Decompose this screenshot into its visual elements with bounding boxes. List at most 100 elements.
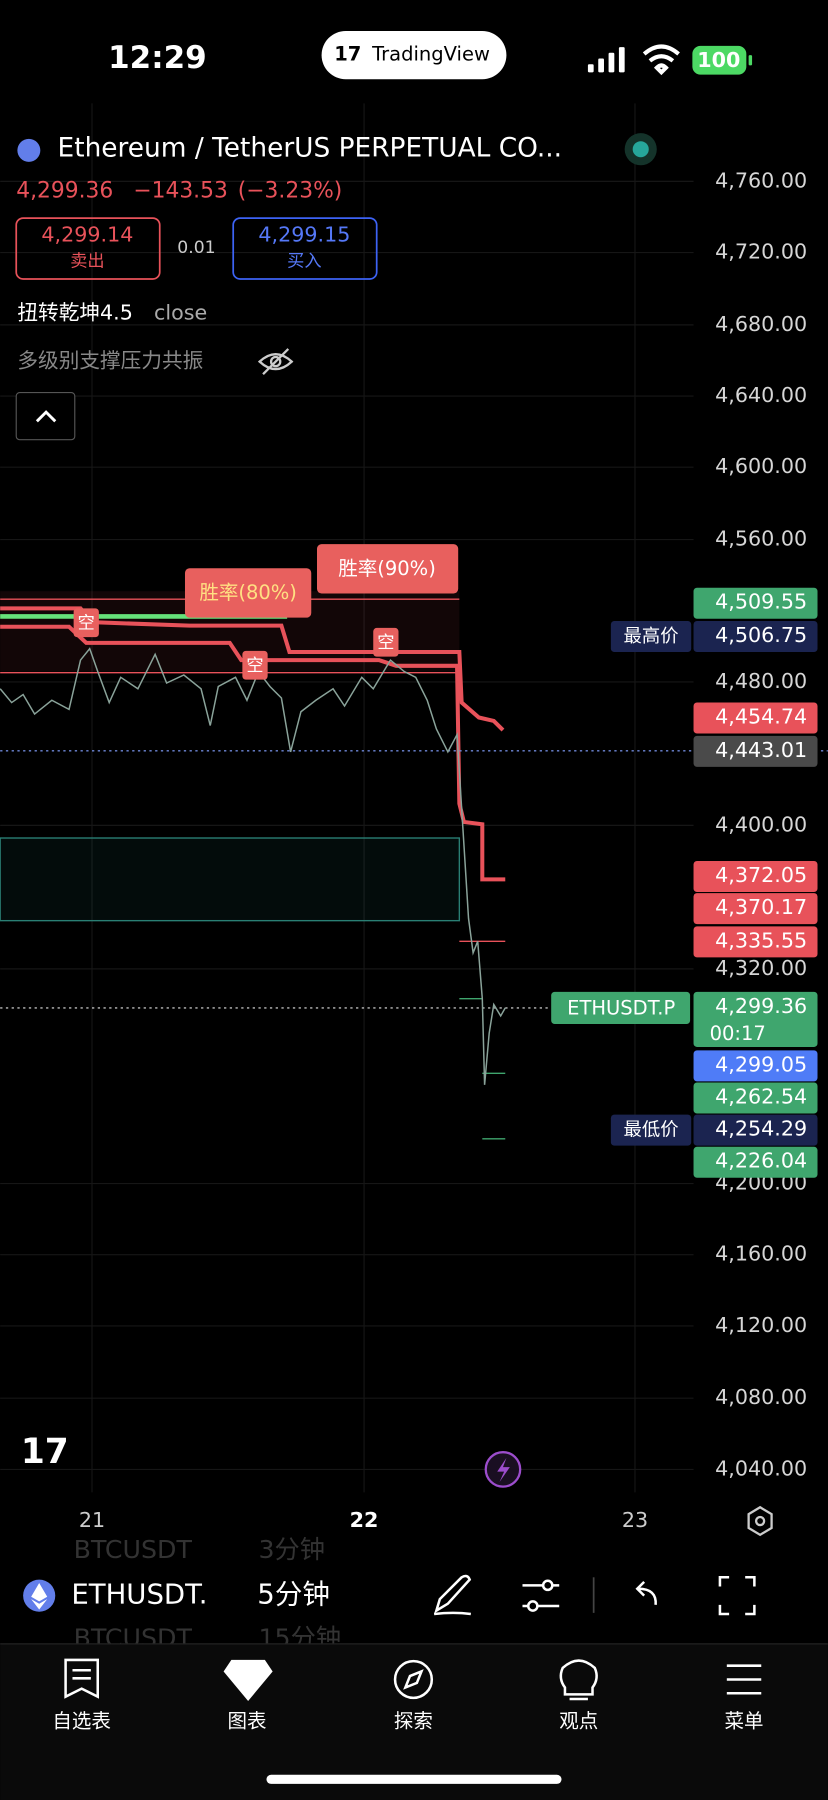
flash-icon [497, 1457, 510, 1483]
watchlist-icon [64, 1658, 99, 1699]
indicator-name[interactable]: 扭转乾坤4.5 [17, 300, 132, 324]
menu-icon [726, 1664, 762, 1695]
high-label-box [610, 621, 692, 653]
price-axis-label: 4,640.00 [715, 383, 807, 407]
price-axis: 4,760.00 4,720.00 4,680.00 4,640.00 4,600.00… [715, 168, 807, 1480]
nav-bar [0, 1643, 828, 1800]
buy-price: 4,299.15 [258, 222, 350, 246]
tv-mini-logo: 17 [334, 43, 361, 66]
explore-icon [393, 1659, 434, 1700]
symbol-tag: ETHUSDT.P [567, 997, 675, 1020]
chart-icon [223, 1659, 273, 1701]
undo-icon[interactable] [635, 1580, 657, 1605]
price-tag-box [693, 926, 818, 958]
nav-label[interactable]: 菜单 [725, 1709, 764, 1732]
price-tag-box [693, 735, 818, 767]
price-axis-label: 4,160.00 [715, 1242, 807, 1266]
price-tag-box [693, 1114, 818, 1146]
price-tag-box [693, 1146, 818, 1178]
win-rate-box [184, 568, 312, 618]
symbol-title[interactable]: Ethereum / TetherUS PERPETUAL CO... [58, 133, 562, 164]
nav-label[interactable]: 图表 [227, 1709, 266, 1732]
price-tag-box [693, 587, 818, 619]
price-axis-label: 4,080.00 [715, 1385, 807, 1409]
nav-label[interactable]: 观点 [559, 1709, 598, 1732]
time-label: 21 [79, 1508, 105, 1532]
low-label: 最低价 [624, 1120, 679, 1141]
price-tag-box [693, 1082, 818, 1114]
eth-glyph [31, 1583, 48, 1610]
battery-tip [748, 55, 753, 66]
buy-button[interactable] [232, 217, 378, 280]
spread: 0.01 [177, 238, 215, 258]
hide-icon[interactable] [257, 348, 294, 376]
explore-needle [403, 1669, 424, 1690]
price-tag: 4,226.04 [715, 1149, 807, 1173]
toolbar-interval[interactable]: 5分钟 [257, 1579, 330, 1611]
settings-icon-center [754, 1515, 766, 1527]
price-axis-label: 4,040.00 [715, 1456, 807, 1480]
win-rate-label: 胜率(80%) [199, 581, 297, 604]
sell-label: 卖出 [70, 252, 104, 272]
signal-box [73, 608, 99, 638]
price-tag-box [693, 893, 818, 925]
settings-icon[interactable] [747, 1505, 773, 1537]
collapse-button[interactable] [15, 392, 76, 441]
price-tag: 4,254.29 [715, 1117, 807, 1141]
price-tag-box [693, 621, 818, 653]
draw-tool-icon[interactable] [433, 1574, 472, 1616]
toolbar [0, 1561, 828, 1626]
time-label: 22 [350, 1508, 379, 1532]
wifi-icon [642, 44, 680, 76]
price-tag: 4,443.01 [715, 738, 807, 762]
buy-label: 买入 [287, 252, 321, 272]
price-tag: 4,299.05 [715, 1052, 807, 1076]
battery [692, 45, 747, 75]
price-tag: 4,454.74 [715, 704, 807, 728]
app-pill [321, 30, 507, 80]
last-price: 4,299.36 [16, 179, 113, 204]
sell-button[interactable] [15, 217, 161, 280]
toolbar-symbol[interactable]: ETHUSDT. [71, 1579, 207, 1611]
price-axis-label: 4,400.00 [715, 812, 807, 836]
price-change: −143.53 [133, 179, 228, 204]
signal-box [242, 650, 268, 680]
indicators-icon[interactable] [522, 1579, 560, 1612]
countdown: 00:17 [710, 1022, 766, 1045]
price-tag-box [693, 702, 818, 734]
time-label: 23 [622, 1508, 648, 1532]
high-label: 最高价 [624, 626, 679, 647]
price-tag: 4,506.75 [715, 623, 807, 647]
nav-icons [64, 1658, 762, 1701]
nav-label[interactable]: 自选表 [52, 1709, 111, 1732]
grid [0, 103, 694, 1493]
eth-icon [17, 138, 41, 162]
price-tag: 4,372.05 [715, 863, 807, 887]
price-tag: 4,299.36 [715, 994, 807, 1018]
demand-zone [0, 837, 461, 922]
price-series [0, 647, 506, 1085]
price-tag: 4,370.17 [715, 895, 807, 919]
price-axis-label: 4,600.00 [715, 454, 807, 478]
price-tags: 4,509.55 4,506.75 4,454.74 4,443.01 4,372.05… [693, 587, 818, 1178]
price-axis-label: 4,480.00 [715, 669, 807, 693]
price-tag-box [693, 991, 818, 1047]
nav-label[interactable]: 探索 [394, 1709, 433, 1732]
fullscreen-icon[interactable] [718, 1576, 756, 1616]
win-rate-label: 胜率(90%) [338, 557, 436, 580]
tv-watermark: 17 [21, 1432, 69, 1472]
market-status-dot [632, 141, 649, 158]
signal-label: 空 [246, 656, 263, 676]
price-tag: 4,509.55 [715, 590, 807, 614]
price-tag-box [693, 1050, 818, 1082]
price-axis-label: 4,720.00 [715, 240, 807, 264]
indicator-name[interactable]: 多级别支撑压力共振 [17, 349, 203, 373]
low-label-box [610, 1114, 692, 1146]
signal-icon [587, 47, 625, 73]
signal-label: 空 [78, 613, 95, 633]
sell-price: 4,299.14 [41, 222, 133, 246]
price-axis-label: 4,560.00 [715, 527, 807, 551]
